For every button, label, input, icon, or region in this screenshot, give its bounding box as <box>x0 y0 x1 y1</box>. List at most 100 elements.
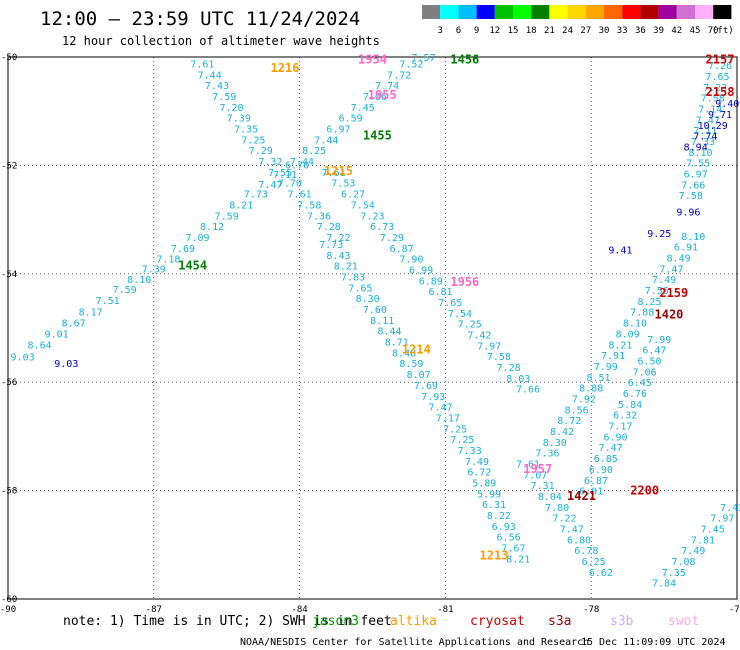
wave-height-point: 7.44 <box>314 135 338 146</box>
wave-height-point: 9.03 <box>11 353 35 364</box>
x-tick-label: -78 <box>583 605 599 615</box>
wave-height-point: 9.96 <box>676 207 700 218</box>
wave-height-point: 6.72 <box>467 468 491 479</box>
wave-height-point: 8.94 <box>684 142 708 153</box>
wave-height-point: 8.64 <box>28 340 52 351</box>
wave-height-point: 5.99 <box>477 489 501 500</box>
wave-height-point: 7.29 <box>249 146 273 157</box>
wave-height-point: 8.21 <box>608 340 632 351</box>
wave-height-point: 7.49 <box>465 457 489 468</box>
wave-height-point: 7.80 <box>545 503 569 514</box>
pass-time-labels: 1454 1455 1456 1214 1215 1216 1213 1954 1955 1956… <box>178 53 734 563</box>
wave-height-point: 7.08 <box>671 557 695 568</box>
wave-height-point: 7.23 <box>703 83 727 94</box>
colorbar-swatch <box>640 5 659 19</box>
wave-height-point: 7.61 <box>190 60 214 71</box>
wave-height-point: 7.25 <box>241 135 265 146</box>
chart-title: 12:00 – 23:59 UTC 11/24/2024 <box>40 8 360 30</box>
wave-height-point: 8.48 <box>392 348 416 359</box>
wave-height-point: 7.93 <box>421 392 445 403</box>
wave-height-point: 7.74 <box>375 81 399 92</box>
wave-height-point: 6.93 <box>492 522 516 533</box>
wave-height-point: 7.11 <box>693 126 717 137</box>
wave-height-point: 6.76 <box>623 389 647 400</box>
wave-height-point: 7.91 <box>601 351 625 362</box>
y-tick-label: -52 <box>1 161 17 171</box>
wave-height-point: 6.91 <box>674 243 698 254</box>
wave-height-point: 9.71 <box>708 110 732 121</box>
x-tick-label: -84 <box>291 605 307 615</box>
wave-height-point: 8.42 <box>550 427 574 438</box>
wave-height-point: 7.09 <box>185 233 209 244</box>
wave-height-point: 6.70 <box>285 160 309 171</box>
wave-height-point: 7.66 <box>681 180 705 191</box>
satellite-legend-item: swot <box>668 614 699 629</box>
wave-height-point: 6.97 <box>684 170 708 181</box>
wave-height-point: 7.65 <box>706 72 730 83</box>
wave-height-point: 7.97 <box>710 514 734 525</box>
x-tick-label: -90 <box>0 605 16 615</box>
wave-height-point: 7.36 <box>535 449 559 460</box>
wave-height-point: 7.49 <box>652 275 676 286</box>
satellite-legend-item: s3a <box>548 614 571 629</box>
wave-height-point: 7.25 <box>450 435 474 446</box>
wave-height-point: 8.21 <box>506 554 530 565</box>
wave-height-point: 7.69 <box>414 381 438 392</box>
wave-height-point: 6.50 <box>637 357 661 368</box>
wave-height-point: 7.47 <box>659 264 683 275</box>
wave-height-point: 7.28 <box>317 222 341 233</box>
colorbar-swatch <box>513 5 532 19</box>
wave-height-point: 7.58 <box>679 191 703 202</box>
wave-height-point: 7.67 <box>501 544 525 555</box>
pass-time-label: 1215 <box>324 164 353 178</box>
credit-text: NOAA/NESDIS Center for Satellite Applica… <box>240 637 589 648</box>
wave-height-point: 8.88 <box>579 384 603 395</box>
y-tick-label: -54 <box>1 270 17 280</box>
wave-height-point: 8.59 <box>399 359 423 370</box>
wave-height-point: 8.30 <box>543 438 567 449</box>
y-tick-label: -60 <box>1 595 17 605</box>
wave-height-point: 7.61 <box>516 460 540 471</box>
wave-height-point: 7.33 <box>458 446 482 457</box>
satellite-legend-item: s3b <box>610 614 634 629</box>
colorbar-swatch <box>458 5 477 19</box>
wave-height-point: 6.62 <box>589 568 613 579</box>
colorbar-swatch <box>440 5 459 19</box>
y-tick-label: -56 <box>1 378 17 388</box>
wave-height-point: 7.06 <box>363 92 387 103</box>
wave-height-point: 7.81 <box>691 535 715 546</box>
wave-height-point: 7.88 <box>630 308 654 319</box>
y-tick-label: -58 <box>1 487 17 497</box>
wave-height-point: 7.36 <box>307 211 331 222</box>
colorbar-label: 33 <box>617 26 628 36</box>
wave-height-point: 7.29 <box>380 233 404 244</box>
wave-height-point: 7.51 <box>96 296 120 307</box>
wave-height-point: 7.07 <box>523 470 547 481</box>
wave-height-point: 7.59 <box>113 285 137 296</box>
wave-height-point: 9.40 <box>715 99 739 110</box>
wave-height-point: 7.54 <box>351 200 375 211</box>
colorbar-label: 21 <box>544 26 555 36</box>
wave-height-point: 6.97 <box>326 125 350 136</box>
wave-height-point: 8.43 <box>326 251 350 262</box>
wave-height-point: 6.99 <box>409 265 433 276</box>
wave-height-point: 6.81 <box>428 287 452 298</box>
wave-height-point: 8.10 <box>127 275 151 286</box>
wave-height-point: 8.12 <box>200 222 224 233</box>
wave-height-point: 7.92 <box>572 394 596 405</box>
plot-border <box>7 56 738 600</box>
colorbar-swatch <box>713 5 732 19</box>
wave-height-point: 6.85 <box>594 454 618 465</box>
wave-height-point: 7.18 <box>156 255 180 266</box>
wave-height-point: 10.29 <box>698 121 728 132</box>
wave-height-point: 5.84 <box>618 400 642 411</box>
pass-time-label: 1455 <box>363 129 392 143</box>
wave-height-point: 8.10 <box>681 232 705 243</box>
pass-time-label: 1454 <box>178 259 207 273</box>
colorbar-label: 39 <box>653 26 664 36</box>
wave-height-point: 7.72 <box>387 70 411 81</box>
pass-time-label: 1955 <box>368 88 397 102</box>
wave-height-point: 7.23 <box>360 211 384 222</box>
wave-height-point: 7.43 <box>720 503 740 514</box>
pass-time-label: 2157 <box>706 53 735 67</box>
